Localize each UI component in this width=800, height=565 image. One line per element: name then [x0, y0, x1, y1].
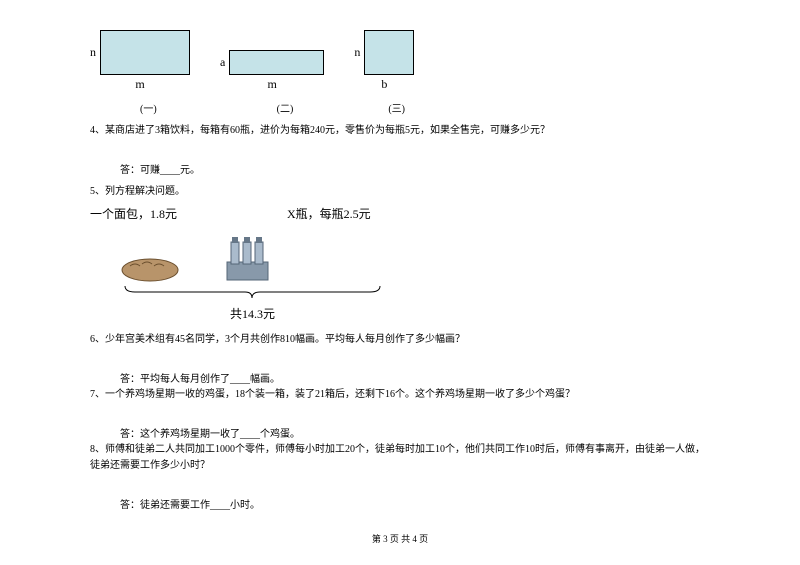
q8-text: 8、师傅和徒弟二人共同加工1000个零件，师傅每小时加工20个，徒弟每时加工10… [90, 444, 705, 471]
bracket-container: 共14.3元 [120, 284, 385, 324]
q6-text: 6、少年宫美术组有45名同学，3个月共创作810幅画。平均每人每月创作了多少幅画… [90, 334, 465, 345]
figure-3: n b [354, 30, 414, 92]
question-5: 5、列方程解决问题。 一个面包，1.8元 X瓶，每瓶2.5元 [90, 184, 710, 324]
bottles-icon [225, 232, 270, 282]
fig2-bottom-label: m [267, 77, 276, 92]
fig2-side-label: a [220, 55, 225, 70]
rect-3 [364, 30, 414, 75]
q6-answer: 答：平均每人每月创作了____幅画。 [120, 370, 710, 385]
q5-total: 共14.3元 [120, 305, 385, 324]
question-8: 8、师傅和徒弟二人共同加工1000个零件，师傅每小时加工20个，徒弟每时加工10… [90, 442, 710, 474]
question-4: 4、某商店进了3箱饮料，每箱有60瓶，进价为每箱240元，零售价为每瓶5元，如果… [90, 123, 710, 139]
q5-bread-label: 一个面包，1.8元 [90, 205, 177, 224]
fig1-side-label: n [90, 45, 96, 60]
figure-2: a m [220, 50, 324, 92]
figure-1: n m [90, 30, 190, 92]
q8-answer: 答：徒弟还需要工作____小时。 [120, 496, 710, 511]
captions-row: (一) (二) (三) [90, 97, 710, 115]
q4-text: 4、某商店进了3箱饮料，每箱有60瓶，进价为每箱240元，零售价为每瓶5元，如果… [90, 125, 550, 136]
rect-2 [229, 50, 324, 75]
bread-icon [120, 254, 180, 282]
caption-3: (三) [388, 100, 405, 115]
q5-bottle-label: X瓶，每瓶2.5元 [287, 205, 371, 224]
figures-row: n m a m n b [90, 30, 710, 92]
fig3-bottom-label: b [381, 77, 387, 92]
q7-answer: 答：这个养鸡场星期一收了____个鸡蛋。 [120, 425, 710, 440]
fig3-side-label: n [354, 45, 360, 60]
q5-title: 5、列方程解决问题。 [90, 186, 185, 197]
q4-answer: 答：可赚____元。 [120, 161, 710, 176]
q5-images [120, 232, 710, 282]
q7-text: 7、一个养鸡场星期一收的鸡蛋，18个装一箱，装了21箱后，还剩下16个。这个养鸡… [90, 389, 575, 400]
caption-1: (一) [140, 100, 157, 115]
question-7: 7、一个养鸡场星期一收的鸡蛋，18个装一箱，装了21箱后，还剩下16个。这个养鸡… [90, 387, 710, 403]
caption-2: (二) [277, 100, 294, 115]
bracket-icon [120, 284, 385, 299]
page-footer: 第 3 页 共 4 页 [0, 532, 800, 545]
rect-1 [100, 30, 190, 75]
fig1-bottom-label: m [135, 77, 144, 92]
question-6: 6、少年宫美术组有45名同学，3个月共创作810幅画。平均每人每月创作了多少幅画… [90, 332, 710, 348]
